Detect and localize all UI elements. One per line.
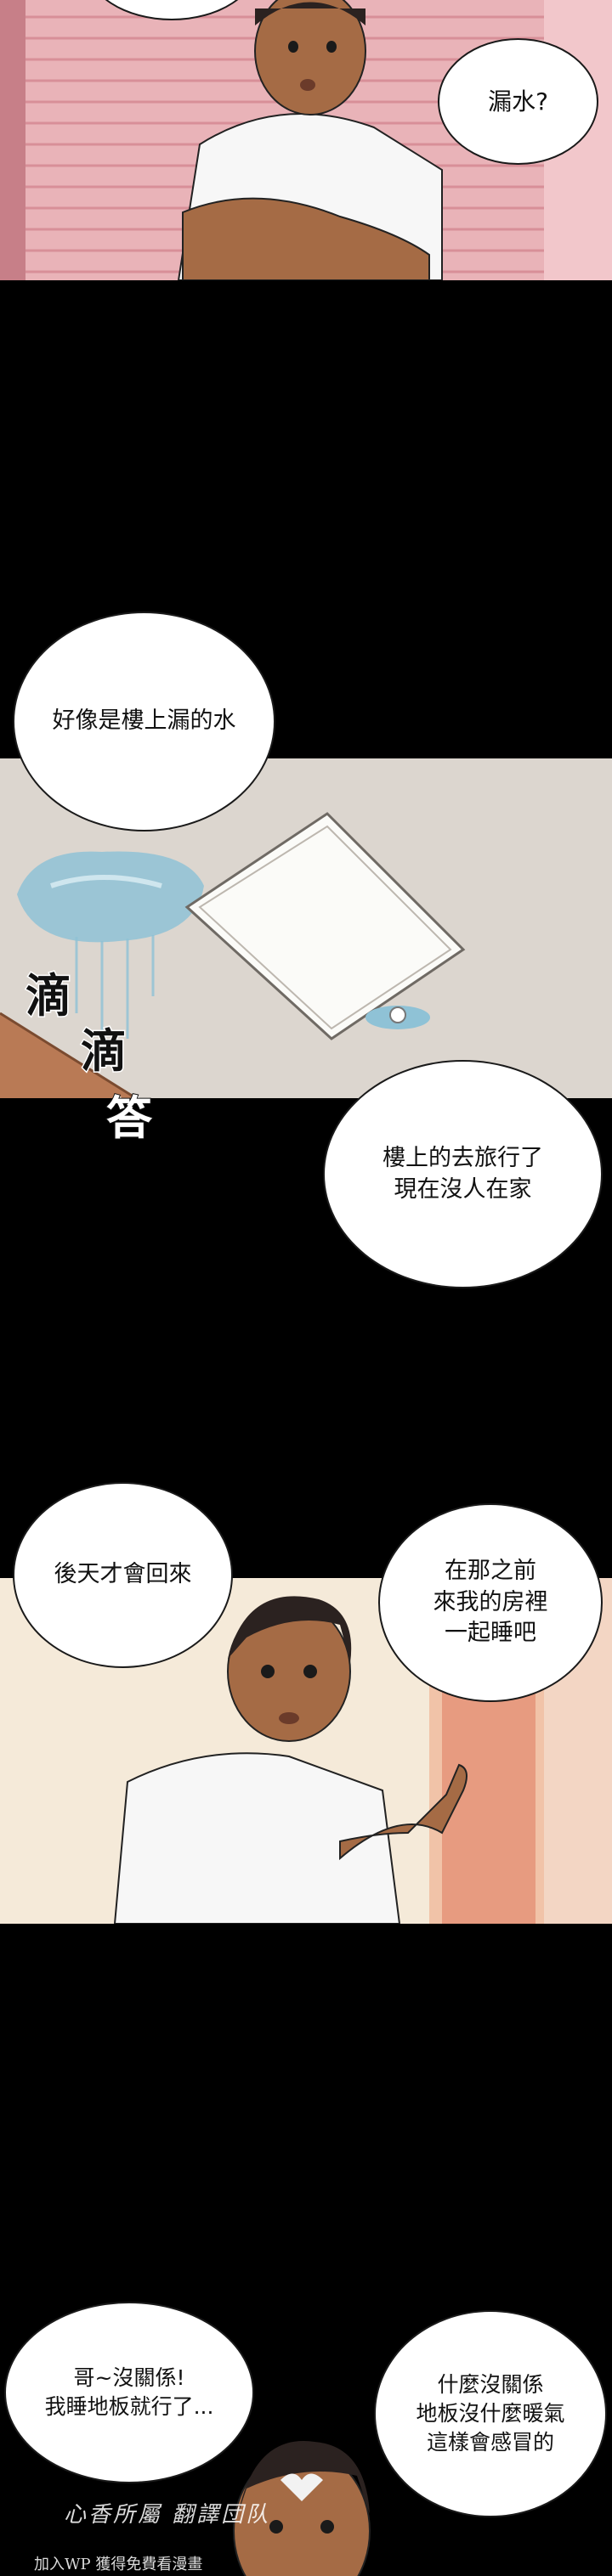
- speech-bubble: 什麼沒關係 地板沒什麼暖氣 這樣會感冒的: [374, 2310, 607, 2517]
- speech-bubble: 後天才會回來: [13, 1482, 233, 1668]
- man-shirt: [113, 1752, 401, 1924]
- water-stain: [17, 851, 204, 943]
- sound-effect-continued: 答: [105, 1090, 153, 1146]
- panel-1: 漏水?: [0, 0, 612, 280]
- ceiling-light-panel: [184, 812, 466, 1040]
- sound-effect-drip: 滴: [80, 1023, 128, 1079]
- sound-effect-drop: 答: [105, 1083, 154, 1099]
- crossed-arms: [182, 197, 430, 280]
- man-arm: [339, 1763, 468, 1861]
- speech-bubble: 好像是樓上漏的水: [13, 612, 275, 831]
- speech-bubble: 樓上的去旅行了 現在沒人在家: [323, 1060, 603, 1288]
- watermark-subtext: 加入WP 獲得免費看漫畫: [34, 2556, 203, 2573]
- speech-bubble: 漏水?: [438, 38, 598, 165]
- panel-5-art: [233, 2441, 371, 2576]
- speech-bubble: 在那之前 來我的房裡 一起睡吧: [378, 1503, 603, 1702]
- sound-effect-drip: 滴: [25, 967, 73, 1024]
- watermark: 心香所屬 翻譯団队: [64, 2502, 271, 2528]
- speech-bubble: 哥~沒關係! 我睡地板就行了...: [4, 2302, 254, 2483]
- ceiling-art: [0, 758, 612, 1098]
- man-head: [254, 0, 366, 116]
